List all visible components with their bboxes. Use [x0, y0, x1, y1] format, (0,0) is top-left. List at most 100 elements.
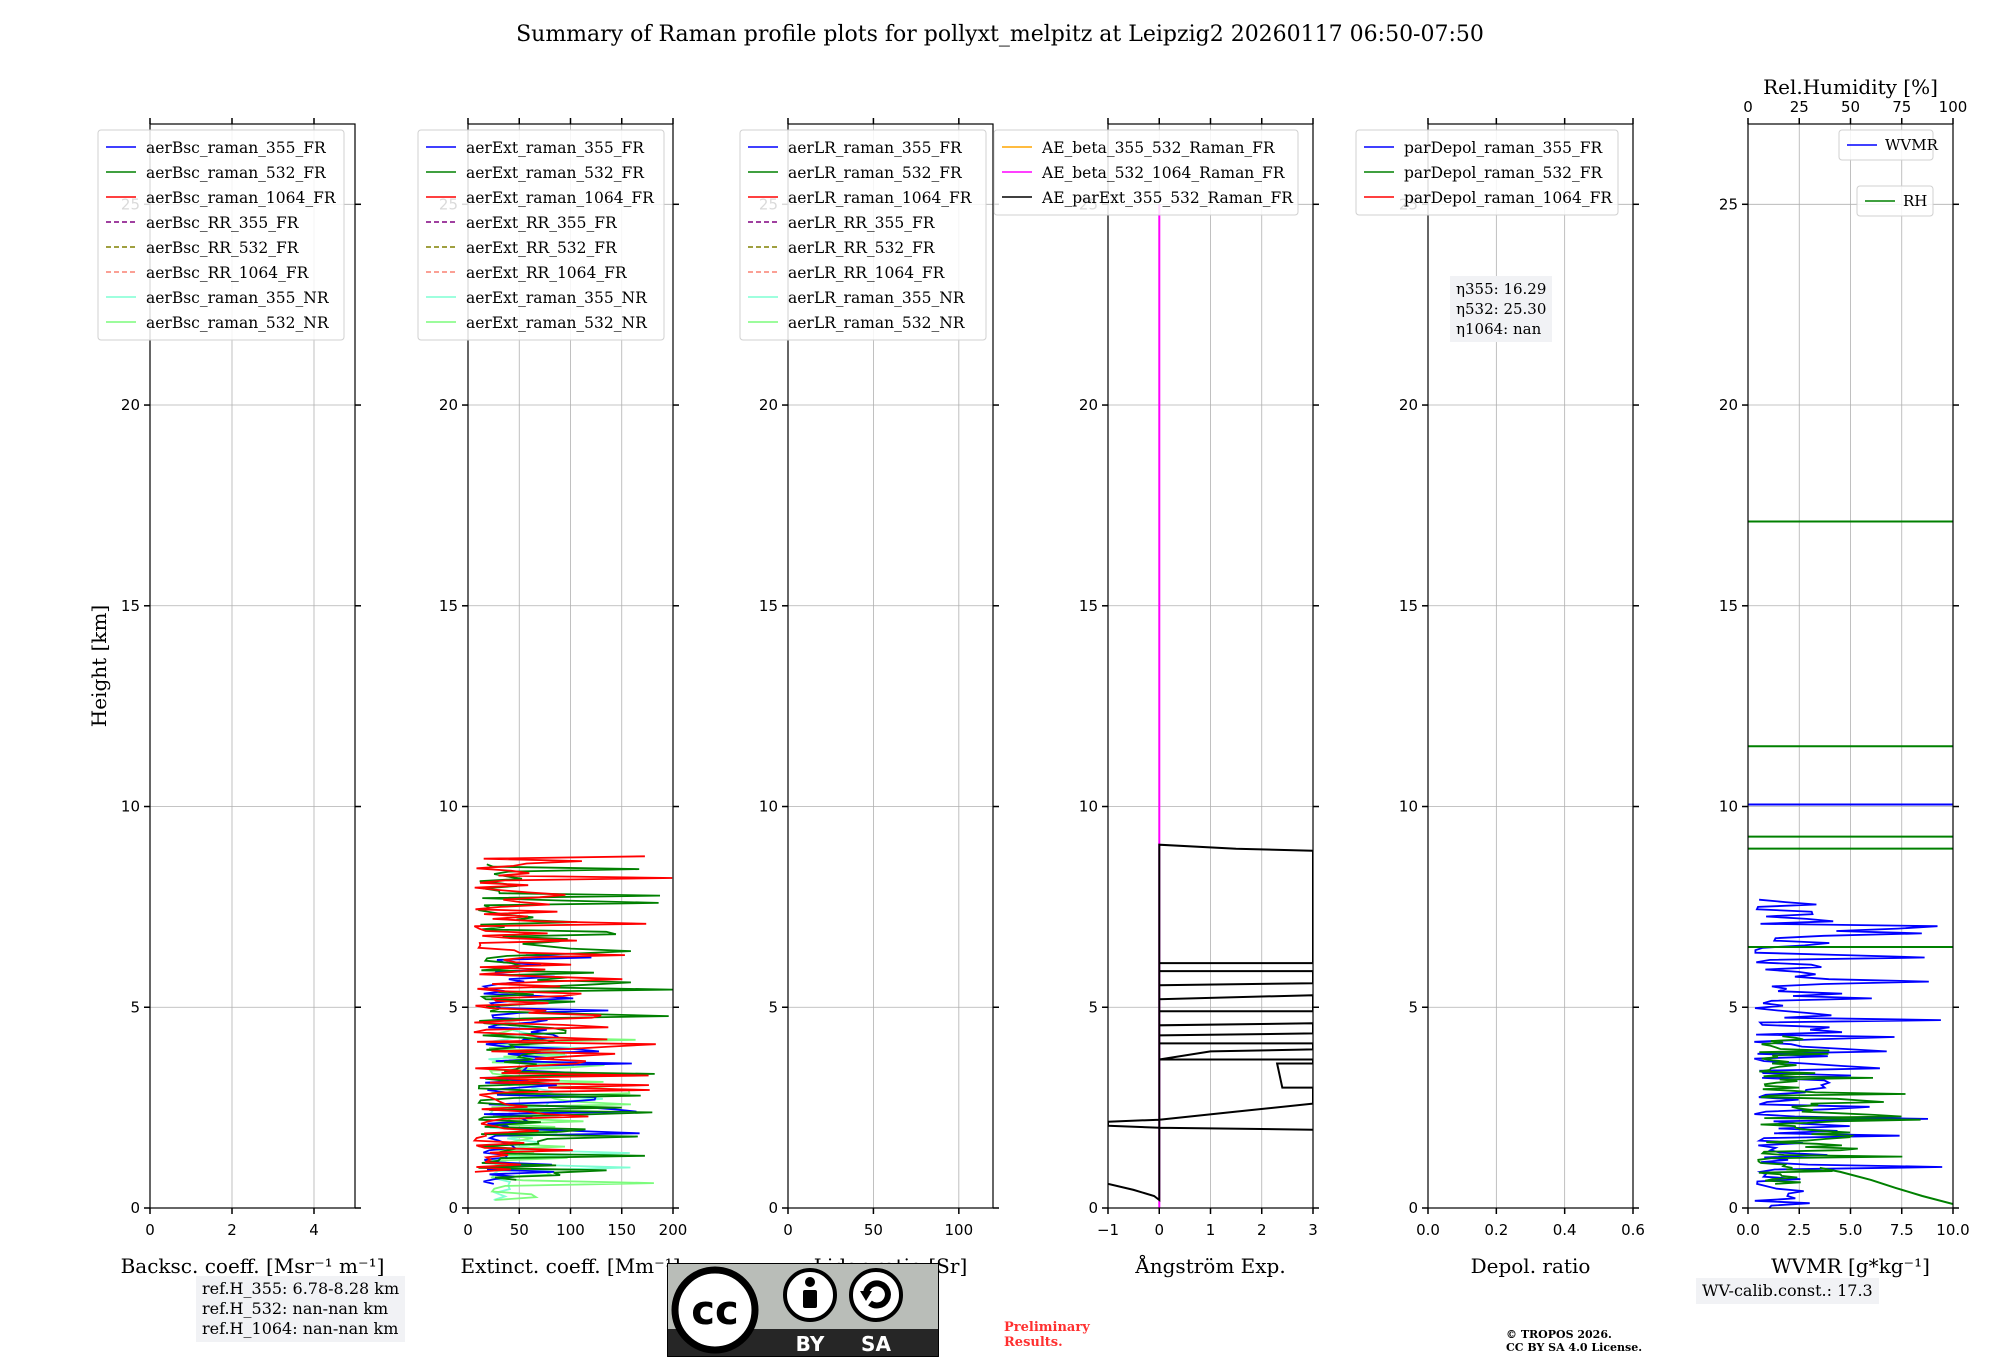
x-tick-label: 0.2 — [1484, 1221, 1508, 1239]
x-tick-label: 0.0 — [1416, 1221, 1440, 1239]
panel-backscatter: 0240510152025Backsc. coeff. [Msr⁻¹ m⁻¹]a… — [97, 118, 385, 1278]
x-tick-label: 0.0 — [1736, 1221, 1760, 1239]
legend-entry: aerLR_raman_1064_FR — [788, 189, 973, 207]
legend-entry: aerBsc_RR_1064_FR — [146, 264, 310, 282]
x-tick-label: 150 — [607, 1221, 636, 1239]
eta-note: η355: 16.29 η532: 25.30 η1064: nan — [1450, 276, 1553, 342]
legend-entry: aerBsc_raman_532_FR — [146, 164, 327, 182]
x-tick-label: 0 — [1154, 1221, 1164, 1239]
reference-height-note: ref.H_355: 6.78-8.28 km ref.H_532: nan-n… — [196, 1276, 406, 1342]
y-tick-label: 10 — [439, 798, 458, 816]
x-tick-label: 200 — [659, 1221, 688, 1239]
y-tick-label: 5 — [1728, 998, 1738, 1016]
panel-extinction: 0501001502000510152025Extinct. coeff. [M… — [417, 118, 688, 1278]
y-tick-label: 20 — [1079, 396, 1098, 414]
legend-entry: aerExt_raman_1064_FR — [466, 189, 655, 207]
legend-entry: aerLR_RR_532_FR — [788, 239, 936, 257]
panel-angstrom: −101230510152025Ångström Exp.AE_beta_355… — [993, 118, 1319, 1278]
y-tick-label: 15 — [1399, 597, 1418, 615]
legend-box — [993, 129, 1299, 216]
panel-wvmr: 0.0 2.5 5.0 7.5 10.0 0 5 10 15 20 25 WVMR [g*kg⁻¹] 0… — [1719, 75, 1970, 1278]
legend-entry: aerExt_raman_532_FR — [466, 164, 645, 182]
y-tick-label: 20 — [1399, 396, 1418, 414]
series-aerExt_raman_355_FR — [481, 954, 640, 1185]
copyright-line-2: CC BY SA 4.0 License. — [1506, 1341, 1643, 1354]
eta-355: η355: 16.29 — [1456, 280, 1547, 298]
x-tick-label: −1 — [1097, 1221, 1119, 1239]
legend-entry: aerLR_RR_355_FR — [788, 214, 936, 232]
axes-frame — [787, 123, 994, 1209]
legend-box — [417, 129, 665, 341]
x-tick-label: 0.4 — [1553, 1221, 1577, 1239]
y-tick-label: 10 — [1079, 798, 1098, 816]
legend-entry: AE_beta_355_532_Raman_FR — [1041, 139, 1276, 157]
legend-entry: aerLR_raman_532_FR — [788, 164, 963, 182]
legend-entry: aerBsc_RR_532_FR — [146, 239, 300, 257]
y-tick-label: 5 — [130, 998, 140, 1016]
legend-entry: parDepol_raman_355_FR — [1404, 139, 1604, 157]
panel-depol: 0.00.20.40.60510152025Depol. ratioparDep… — [1355, 118, 1645, 1278]
x-tick-label: 2 — [227, 1221, 237, 1239]
series-WVMR — [1754, 898, 1943, 1208]
y-tick-label: 15 — [121, 597, 140, 615]
x-tick-top-label: 100 — [1939, 98, 1968, 116]
series-RH_surface — [1819, 1166, 1953, 1205]
x-axis-label: Extinct. coeff. [Mm⁻¹] — [460, 1254, 680, 1278]
x-axis-label: Depol. ratio — [1471, 1254, 1591, 1278]
legend-entry: aerExt_raman_355_FR — [466, 139, 645, 157]
y-tick-label: 0 — [768, 1199, 778, 1217]
legend-entry: aerExt_RR_1064_FR — [466, 264, 628, 282]
preliminary-line-2: Results. — [1004, 1335, 1063, 1350]
x-axis-top-label: Rel.Humidity [%] — [1763, 75, 1938, 99]
legend-entry: aerBsc_raman_532_NR — [146, 314, 330, 332]
legend-entry: AE_parExt_355_532_Raman_FR — [1041, 189, 1294, 207]
legend-box — [1355, 129, 1619, 216]
legend-entry: aerBsc_raman_355_NR — [146, 289, 330, 307]
y-tick-label: 0 — [1088, 1199, 1098, 1217]
y-tick-label: 5 — [448, 998, 458, 1016]
x-tick-label: 0 — [783, 1221, 793, 1239]
x-tick-label: 100 — [945, 1221, 974, 1239]
cc-by-sa-badge-icon: cc BY SA — [667, 1263, 939, 1357]
x-tick-label: 0 — [145, 1221, 155, 1239]
y-tick-label: 10 — [1719, 798, 1738, 816]
x-tick-top-label: 25 — [1790, 98, 1809, 116]
x-tick-label: 4 — [309, 1221, 319, 1239]
x-tick-label: 5.0 — [1839, 1221, 1863, 1239]
y-tick-label: 20 — [759, 396, 778, 414]
x-tick-label: 2 — [1257, 1221, 1267, 1239]
legend-entry: aerExt_raman_532_NR — [466, 314, 648, 332]
y-tick-label: 25 — [1719, 195, 1738, 213]
series-aerExt_raman_1064_FR — [472, 855, 673, 1173]
y-tick-label: 5 — [1408, 998, 1418, 1016]
x-tick-top-label: 75 — [1892, 98, 1911, 116]
preliminary-line-1: Preliminary — [1004, 1320, 1090, 1335]
y-tick-label: 20 — [439, 396, 458, 414]
wv-calib-note: WV-calib.const.: 17.3 — [1696, 1278, 1879, 1304]
x-tick-label: 0.6 — [1621, 1221, 1645, 1239]
x-tick-top-label: 50 — [1841, 98, 1860, 116]
series-RH — [1757, 1035, 1921, 1185]
x-axis-label: Backsc. coeff. [Msr⁻¹ m⁻¹] — [121, 1254, 385, 1278]
legend-entry: aerExt_RR_355_FR — [466, 214, 618, 232]
x-tick-label: 10.0 — [1936, 1221, 1969, 1239]
axes-frame — [1427, 123, 1634, 1209]
y-tick-label: 5 — [1088, 998, 1098, 1016]
legend-entry: parDepol_raman_532_FR — [1404, 164, 1604, 182]
cc-letters: cc — [691, 1288, 738, 1334]
y-tick-label: 10 — [1399, 798, 1418, 816]
y-tick-label: 0 — [130, 1199, 140, 1217]
ref-h-1064: ref.H_1064: nan-nan km — [202, 1319, 399, 1338]
x-axis-label: Ångström Exp. — [1134, 1253, 1285, 1278]
x-tick-label: 0 — [463, 1221, 473, 1239]
series-group — [472, 855, 673, 1201]
y-tick-label: 0 — [1408, 1199, 1418, 1217]
legend-entry: RH — [1903, 192, 1927, 210]
preliminary-note: Preliminary Results. — [1004, 1320, 1090, 1350]
series-group — [1108, 204, 1313, 1208]
copyright-line-1: © TROPOS 2026. — [1506, 1328, 1612, 1341]
y-tick-label: 15 — [1719, 597, 1738, 615]
panel-lidar_ratio: 0501000510152025Lidar ratio [Sr]aerLR_ra… — [739, 118, 999, 1278]
y-tick-label: 5 — [768, 998, 778, 1016]
